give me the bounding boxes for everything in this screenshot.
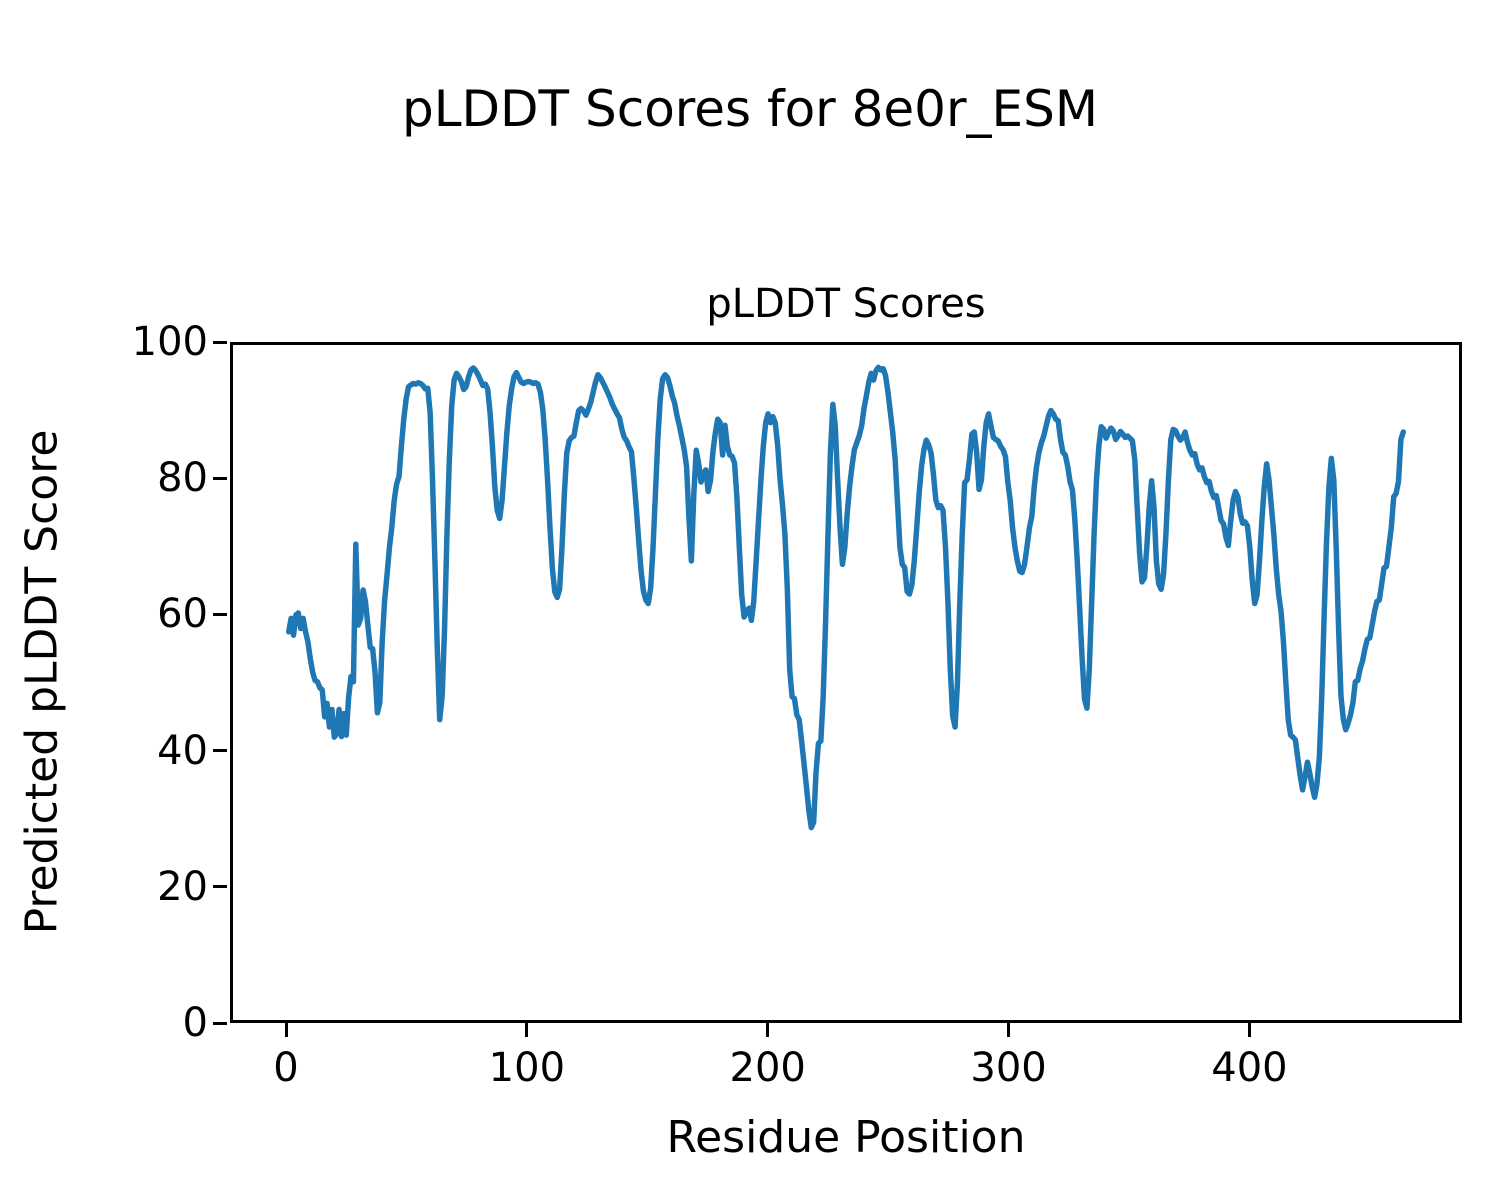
x-tick-label: 400 <box>1211 1045 1288 1091</box>
x-tick-mark <box>1007 1023 1011 1037</box>
x-tick-label: 200 <box>729 1045 806 1091</box>
plot-area <box>230 342 1462 1023</box>
x-tick-mark <box>766 1023 770 1037</box>
y-tick-mark <box>213 1021 227 1025</box>
y-tick-mark <box>213 885 227 889</box>
y-tick-label: 20 <box>157 863 208 910</box>
y-tick-label: 60 <box>157 591 208 638</box>
y-tick-mark <box>213 340 227 344</box>
axes-title: pLDDT Scores <box>706 281 986 327</box>
y-tick-label: 80 <box>157 455 208 502</box>
x-tick-mark <box>1247 1023 1251 1037</box>
y-tick-label: 40 <box>157 727 208 774</box>
x-axis-label: Residue Position <box>666 1112 1026 1163</box>
plddt-line-series <box>285 364 1407 831</box>
x-tick-label: 100 <box>488 1045 566 1091</box>
x-tick-label: 300 <box>970 1045 1047 1091</box>
figure-title: pLDDT Scores for 8e0r_ESM <box>401 80 1099 138</box>
y-axis-label: Predicted pLDDT Score <box>16 429 68 935</box>
plddt-line-chart <box>285 364 1407 831</box>
y-tick-mark <box>213 749 227 753</box>
x-tick-mark <box>284 1023 288 1037</box>
y-tick-mark <box>213 476 227 480</box>
x-tick-mark <box>525 1023 529 1037</box>
y-tick-mark <box>213 612 227 616</box>
x-tick-label: 0 <box>273 1045 299 1091</box>
y-tick-label: 0 <box>182 1000 208 1046</box>
y-tick-label: 100 <box>131 319 208 365</box>
